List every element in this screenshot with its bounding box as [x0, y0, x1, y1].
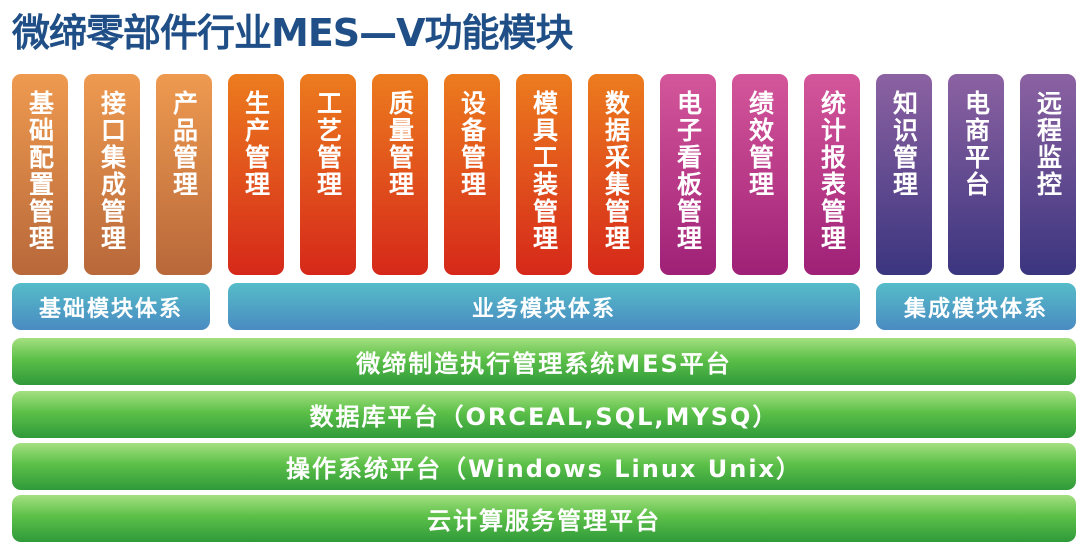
module-biz2-block: 绩效管理 — [732, 74, 788, 275]
module-label: 质量管理 — [385, 90, 415, 198]
module-biz-block: 生产管理 — [228, 74, 284, 275]
module-int-block: 远程监控 — [1020, 74, 1076, 275]
module-base-block: 接口集成管理 — [84, 74, 140, 275]
module-label: 设备管理 — [457, 90, 487, 198]
module-label: 数据采集管理 — [601, 90, 631, 252]
module-label: 电子看板管理 — [673, 90, 703, 252]
module-label: 电商平台 — [961, 90, 991, 198]
module-label: 远程监控 — [1033, 90, 1063, 198]
database-platform-layer: 数据库平台（ORCEAL,SQL,MYSQ） — [12, 391, 1076, 438]
module-label: 统计报表管理 — [817, 90, 847, 252]
module-int-block: 知识管理 — [876, 74, 932, 275]
module-label: 工艺管理 — [313, 90, 343, 198]
module-label: 知识管理 — [889, 90, 919, 198]
base-system-band: 基础模块体系 — [12, 283, 210, 330]
module-biz-block: 设备管理 — [444, 74, 500, 275]
module-int-block: 电商平台 — [948, 74, 1004, 275]
module-biz-block: 工艺管理 — [300, 74, 356, 275]
module-base-block: 基础配置管理 — [12, 74, 68, 275]
module-label: 基础配置管理 — [25, 90, 55, 252]
module-label: 模具工装管理 — [529, 90, 559, 252]
integration-system-band: 集成模块体系 — [876, 283, 1076, 330]
module-biz-block: 质量管理 — [372, 74, 428, 275]
cloud-platform-layer: 云计算服务管理平台 — [12, 495, 1076, 542]
module-biz2-block: 电子看板管理 — [660, 74, 716, 275]
module-label: 绩效管理 — [745, 90, 775, 198]
module-base-block: 产品管理 — [156, 74, 212, 275]
module-biz-block: 模具工装管理 — [516, 74, 572, 275]
module-label: 产品管理 — [169, 90, 199, 198]
business-system-band: 业务模块体系 — [228, 283, 860, 330]
mes-platform-layer: 微缔制造执行管理系统MES平台 — [12, 338, 1076, 385]
os-platform-layer: 操作系统平台（Windows Linux Unix） — [12, 443, 1076, 490]
module-label: 接口集成管理 — [97, 90, 127, 252]
module-biz2-block: 统计报表管理 — [804, 74, 860, 275]
module-biz-block: 数据采集管理 — [588, 74, 644, 275]
module-label: 生产管理 — [241, 90, 271, 198]
diagram-title: 微缔零部件行业MES—V功能模块 — [12, 11, 574, 55]
